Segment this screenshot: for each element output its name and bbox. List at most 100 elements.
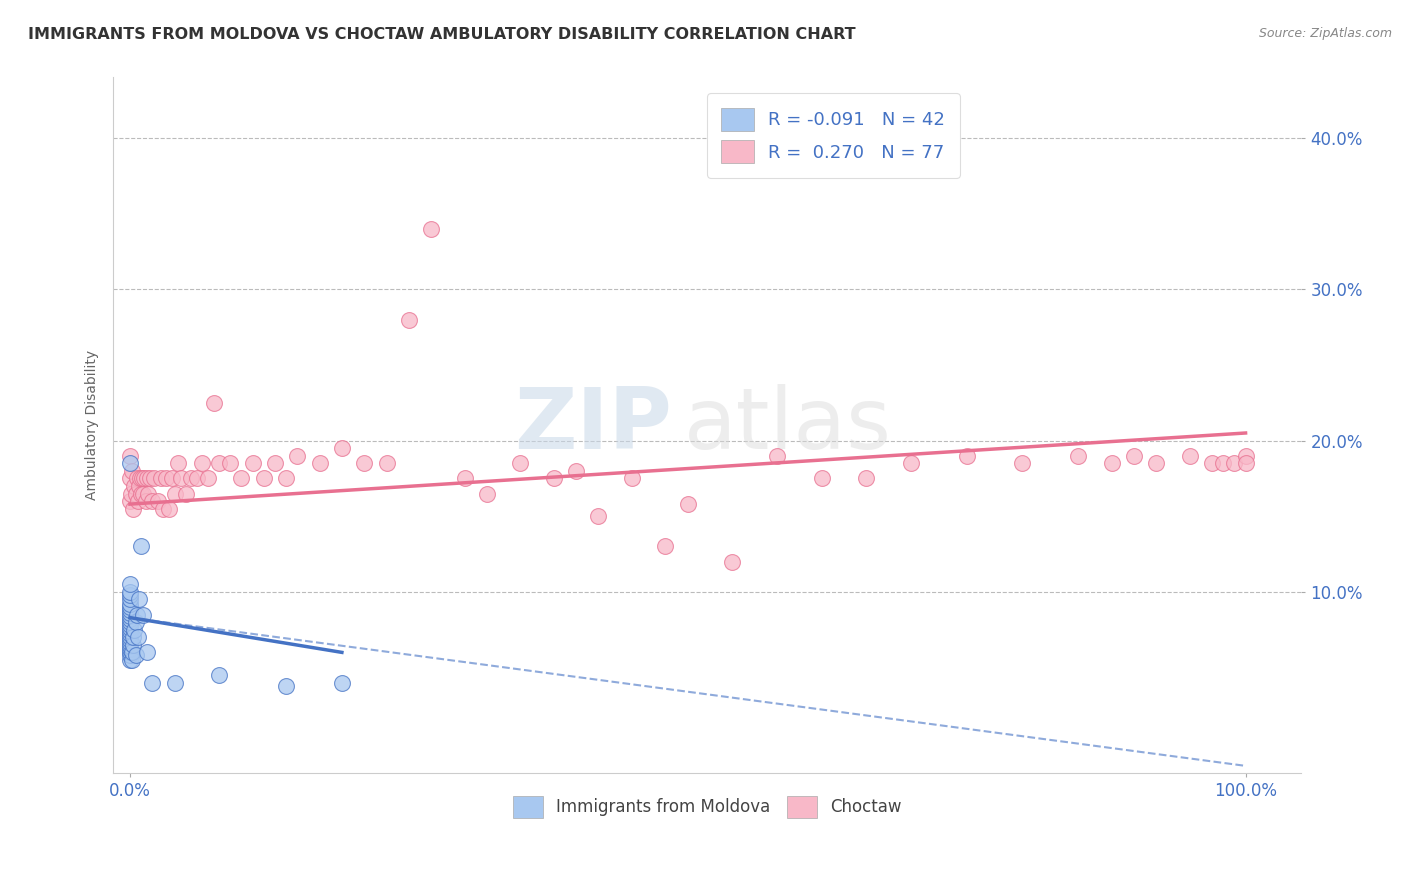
Point: [208, 456, 231, 470]
Point: [1212, 456, 1234, 470]
Point: [1234, 449, 1257, 463]
Point: [118, 636, 141, 650]
Point: [135, 494, 157, 508]
Text: Source: ZipAtlas.com: Source: ZipAtlas.com: [1258, 27, 1392, 40]
Point: [118, 615, 141, 629]
Point: [136, 486, 159, 500]
Point: [118, 618, 141, 632]
Point: [565, 464, 588, 478]
Point: [157, 501, 180, 516]
Point: [810, 471, 832, 485]
Point: [1101, 456, 1123, 470]
Point: [163, 675, 186, 690]
Point: [197, 471, 219, 485]
Point: [1223, 456, 1246, 470]
Point: [129, 540, 152, 554]
Point: [124, 623, 146, 637]
Point: [155, 471, 177, 485]
Point: [118, 621, 141, 635]
Point: [186, 471, 208, 485]
Point: [118, 633, 141, 648]
Point: [118, 612, 141, 626]
Point: [132, 486, 155, 500]
Point: [128, 479, 150, 493]
Point: [118, 606, 141, 620]
Point: [150, 471, 173, 485]
Point: [121, 464, 143, 478]
Point: [162, 471, 184, 485]
Point: [146, 494, 169, 508]
Point: [475, 486, 498, 500]
Legend: Immigrants from Moldova, Choctaw: Immigrants from Moldova, Choctaw: [506, 789, 908, 824]
Point: [152, 501, 174, 516]
Point: [118, 471, 141, 485]
Point: [453, 471, 475, 485]
Point: [129, 471, 152, 485]
Point: [118, 653, 141, 667]
Point: [191, 456, 214, 470]
Point: [956, 449, 979, 463]
Point: [274, 679, 297, 693]
Point: [676, 497, 699, 511]
Point: [118, 648, 141, 663]
Point: [141, 494, 163, 508]
Point: [118, 449, 141, 463]
Point: [398, 312, 420, 326]
Point: [121, 645, 143, 659]
Point: [855, 471, 877, 485]
Point: [118, 599, 141, 614]
Point: [134, 471, 156, 485]
Point: [163, 486, 186, 500]
Point: [124, 479, 146, 493]
Point: [127, 630, 149, 644]
Point: [118, 603, 141, 617]
Point: [543, 471, 565, 485]
Point: [1011, 456, 1033, 470]
Point: [900, 456, 922, 470]
Y-axis label: Ambulatory Disability: Ambulatory Disability: [86, 351, 100, 500]
Point: [231, 471, 253, 485]
Point: [174, 486, 197, 500]
Point: [118, 645, 141, 659]
Point: [139, 471, 162, 485]
Point: [118, 597, 141, 611]
Point: [118, 642, 141, 657]
Point: [1067, 449, 1090, 463]
Point: [353, 456, 375, 470]
Point: [274, 471, 297, 485]
Text: ZIP: ZIP: [513, 384, 672, 467]
Point: [122, 638, 145, 652]
Point: [285, 449, 308, 463]
Point: [420, 221, 443, 235]
Point: [375, 456, 398, 470]
Point: [1123, 449, 1146, 463]
Point: [208, 668, 231, 682]
Point: [121, 653, 143, 667]
Text: IMMIGRANTS FROM MOLDOVA VS CHOCTAW AMBULATORY DISABILITY CORRELATION CHART: IMMIGRANTS FROM MOLDOVA VS CHOCTAW AMBUL…: [28, 27, 856, 42]
Point: [509, 456, 531, 470]
Point: [125, 607, 148, 622]
Point: [118, 588, 141, 602]
Point: [143, 471, 166, 485]
Point: [129, 486, 152, 500]
Point: [122, 630, 145, 644]
Point: [654, 540, 676, 554]
Point: [1234, 456, 1257, 470]
Point: [1178, 449, 1201, 463]
Point: [202, 396, 225, 410]
Point: [118, 640, 141, 654]
Point: [118, 609, 141, 624]
Point: [128, 592, 150, 607]
Point: [118, 494, 141, 508]
Point: [135, 645, 157, 659]
Point: [124, 486, 146, 500]
Point: [330, 675, 353, 690]
Point: [118, 585, 141, 599]
Point: [135, 471, 157, 485]
Point: [127, 494, 149, 508]
Point: [219, 456, 242, 470]
Point: [180, 471, 202, 485]
Point: [125, 471, 148, 485]
Point: [118, 624, 141, 639]
Point: [132, 607, 155, 622]
